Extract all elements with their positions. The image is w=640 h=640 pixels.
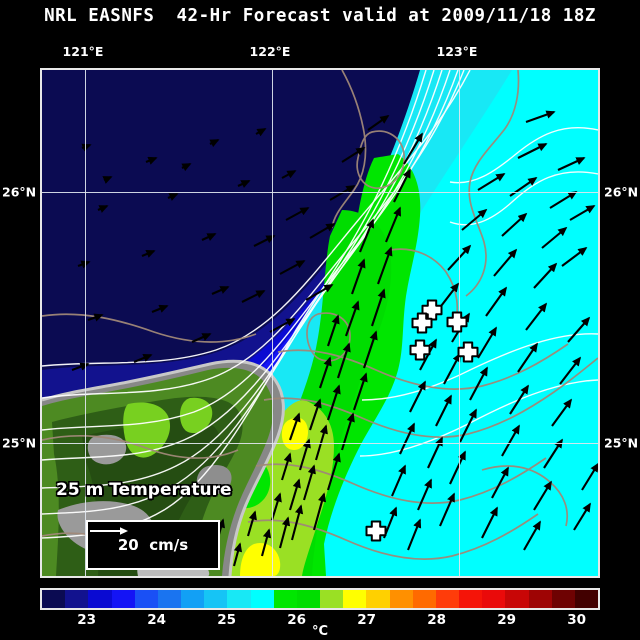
colorbar-cell-4 (134, 590, 158, 608)
lat-label-25n-left: 25°N (2, 435, 37, 451)
colorbar-tick-25: 25 (217, 612, 237, 628)
lon-label-123e: 123°E (436, 44, 478, 59)
colorbar-tick-28: 28 (427, 612, 447, 628)
colorbar-cell-10 (273, 590, 297, 608)
colorbar-cell-22 (551, 590, 575, 608)
colorbar-cell-1 (65, 590, 89, 608)
colorbar-cell-13 (343, 590, 367, 608)
colorbar-cell-17 (435, 590, 460, 608)
colorbar-cell-15 (389, 590, 413, 608)
colorbar-cell-20 (505, 590, 529, 608)
colorbar-cell-9 (250, 590, 274, 608)
velocity-scale-box: 20 cm/s (86, 520, 220, 570)
colorbar-cell-19 (482, 590, 506, 608)
map-canvas: 25 m Temperature 20 cm/s (42, 70, 598, 576)
page-title: NRL EASNFS 42-Hr Forecast valid at 2009/… (44, 6, 596, 26)
temperature-field (42, 70, 598, 576)
colorbar-cell-16 (412, 590, 436, 608)
colorbar-cell-3 (111, 590, 135, 608)
colorbar-tick-29: 29 (497, 612, 517, 628)
colorbar-cell-0 (42, 590, 66, 608)
gridline-lon-121e (85, 70, 86, 576)
field-label: 25 m Temperature (56, 480, 232, 500)
velocity-scale-label: 20 cm/s (117, 536, 189, 554)
colorbar-cell-5 (157, 590, 182, 608)
colorbar-tick-23: 23 (77, 612, 97, 628)
lat-label-25n-right: 25°N (604, 435, 639, 451)
colorbar-tick-30: 30 (567, 612, 587, 628)
colorbar-cell-11 (296, 590, 321, 608)
lat-label-26n-left: 26°N (2, 184, 37, 200)
colorbar-cell-12 (320, 590, 344, 608)
gridline-lat-26n (42, 192, 598, 193)
lat-label-26n-right: 26°N (604, 184, 639, 200)
colorbar-cell-2 (88, 590, 112, 608)
lon-label-122e: 122°E (249, 44, 291, 59)
map-plot-area[interactable]: 25 m Temperature 20 cm/s (40, 68, 600, 578)
colorbar-cell-7 (204, 590, 228, 608)
gridline-lon-122e (272, 70, 273, 576)
colorbar-cell-23 (574, 590, 599, 608)
colorbar-cell-21 (528, 590, 552, 608)
colorbar[interactable] (40, 588, 600, 610)
colorbar-tick-26: 26 (287, 612, 307, 628)
lon-label-121e: 121°E (62, 44, 104, 59)
colorbar-tick-27: 27 (357, 612, 377, 628)
right-arrow-icon (90, 527, 128, 535)
colorbar-cell-6 (181, 590, 205, 608)
colorbar-tick-24: 24 (147, 612, 167, 628)
colorbar-cell-18 (459, 590, 483, 608)
colorbar-cell-14 (366, 590, 390, 608)
colorbar-unit-label: °C (311, 624, 329, 639)
gridline-lat-25n (42, 443, 598, 444)
gridline-lon-123e (459, 70, 460, 576)
isotherm-contours (42, 70, 598, 539)
colorbar-cell-8 (227, 590, 251, 608)
